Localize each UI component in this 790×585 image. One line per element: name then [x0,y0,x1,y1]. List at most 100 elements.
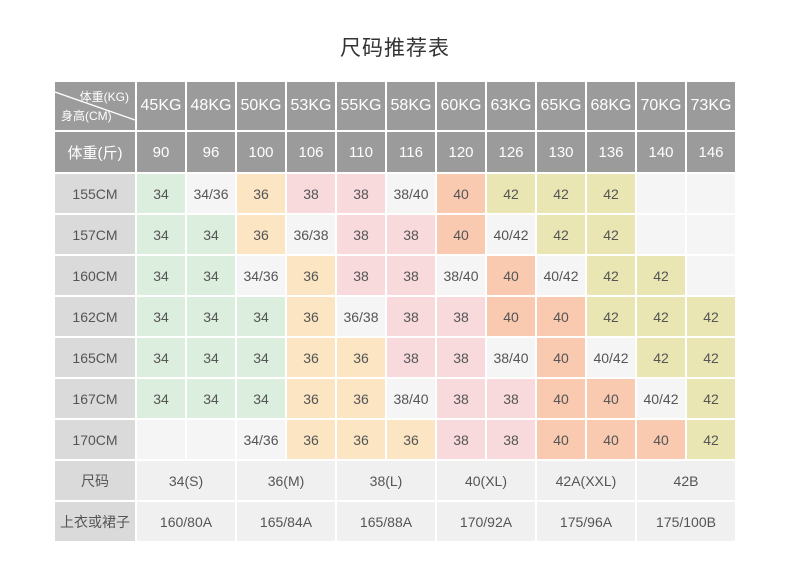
weight-jin-cell: 96 [187,132,235,172]
size-cell: 38/40 [437,256,485,295]
size-cell [687,256,735,295]
weight-jin-cell: 126 [487,132,535,172]
size-cell [137,420,185,459]
garment-spec-cell: 160/80A [137,502,235,541]
size-cell: 40 [537,338,585,377]
size-cell: 38/40 [487,338,535,377]
weight-kg-header-cell: 68KG [587,82,635,130]
size-cell: 34/36 [237,420,285,459]
size-cell: 34 [187,297,235,336]
size-cell: 36 [287,256,335,295]
size-cell: 34 [137,256,185,295]
size-cell: 42 [587,256,635,295]
size-cell [637,215,685,254]
size-cell [637,174,685,213]
weight-jin-cell: 120 [437,132,485,172]
size-cell: 38 [437,297,485,336]
size-cell: 38 [337,256,385,295]
weight-jin-cell: 116 [387,132,435,172]
weight-kg-header-cell: 45KG [137,82,185,130]
size-cell: 42 [587,297,635,336]
size-cell: 36/38 [337,297,385,336]
size-cell: 36 [287,338,335,377]
size-cell: 42 [537,174,585,213]
size-cell: 42 [687,338,735,377]
garment-spec-cell: 170/92A [437,502,535,541]
size-cell: 36 [287,297,335,336]
weight-kg-header-cell: 60KG [437,82,485,130]
weight-jin-cell: 140 [637,132,685,172]
size-name-cell: 40(XL) [437,461,535,500]
size-cell: 38/40 [387,379,435,418]
size-cell: 42 [637,297,685,336]
size-cell: 34 [187,379,235,418]
height-label-cell: 155CM [55,174,135,213]
size-cell: 36 [387,420,435,459]
size-cell: 40 [487,297,535,336]
size-cell: 36 [287,420,335,459]
size-cell: 38 [387,338,435,377]
weight-kg-header-cell: 65KG [537,82,585,130]
page-title: 尺码推荐表 [340,37,450,60]
weight-jin-cell: 130 [537,132,585,172]
size-cell: 38 [437,379,485,418]
weight-jin-cell: 136 [587,132,635,172]
garment-spec-cell: 175/100B [637,502,735,541]
size-name-cell: 34(S) [137,461,235,500]
size-cell: 40/42 [537,256,585,295]
height-label-cell: 162CM [55,297,135,336]
size-cell: 34 [137,174,185,213]
weight-kg-header-cell: 50KG [237,82,285,130]
size-name-cell: 42A(XXL) [537,461,635,500]
size-cell: 40 [437,174,485,213]
weight-jin-label-cell: 体重(斤) [55,132,135,172]
size-cell: 40/42 [637,379,685,418]
size-cell: 36 [287,379,335,418]
weight-kg-header-cell: 53KG [287,82,335,130]
size-cell: 42 [687,297,735,336]
garment-spec-cell: 165/84A [237,502,335,541]
size-cell: 40 [487,256,535,295]
size-cell: 40 [537,379,585,418]
size-cell: 42 [637,256,685,295]
size-cell: 42 [537,215,585,254]
weight-jin-cell: 90 [137,132,185,172]
size-cell: 42 [587,174,635,213]
size-cell: 34 [137,215,185,254]
size-cell: 34/36 [237,256,285,295]
size-cell: 38 [437,338,485,377]
diagonal-divider-line [55,91,135,121]
size-cell: 42 [637,338,685,377]
corner-header-cell: 体重(KG) 身高(CM) [55,82,135,130]
size-cell: 38 [337,215,385,254]
size-cell: 38 [387,256,435,295]
height-label-cell: 170CM [55,420,135,459]
size-cell: 40/42 [487,215,535,254]
weight-kg-header-cell: 58KG [387,82,435,130]
size-cell: 40 [587,420,635,459]
size-cell: 38/40 [387,174,435,213]
weight-jin-cell: 146 [687,132,735,172]
weight-jin-cell: 100 [237,132,285,172]
size-name-cell: 42B [637,461,735,500]
weight-kg-header-cell: 70KG [637,82,685,130]
weight-jin-cell: 106 [287,132,335,172]
size-cell [687,174,735,213]
weight-kg-header-cell: 63KG [487,82,535,130]
size-cell: 40 [537,297,585,336]
size-cell: 38 [337,174,385,213]
size-cell [687,215,735,254]
size-cell: 34 [137,379,185,418]
size-cell: 34 [187,256,235,295]
garment-row-label-cell: 上衣或裙子 [55,502,135,541]
size-cell: 40 [587,379,635,418]
size-cell: 34/36 [187,174,235,213]
weight-kg-header-cell: 55KG [337,82,385,130]
size-cell: 34 [137,297,185,336]
height-label-cell: 167CM [55,379,135,418]
size-cell: 38 [287,174,335,213]
height-label-cell: 157CM [55,215,135,254]
weight-jin-cell: 110 [337,132,385,172]
size-cell: 36 [337,420,385,459]
size-cell: 36 [337,338,385,377]
